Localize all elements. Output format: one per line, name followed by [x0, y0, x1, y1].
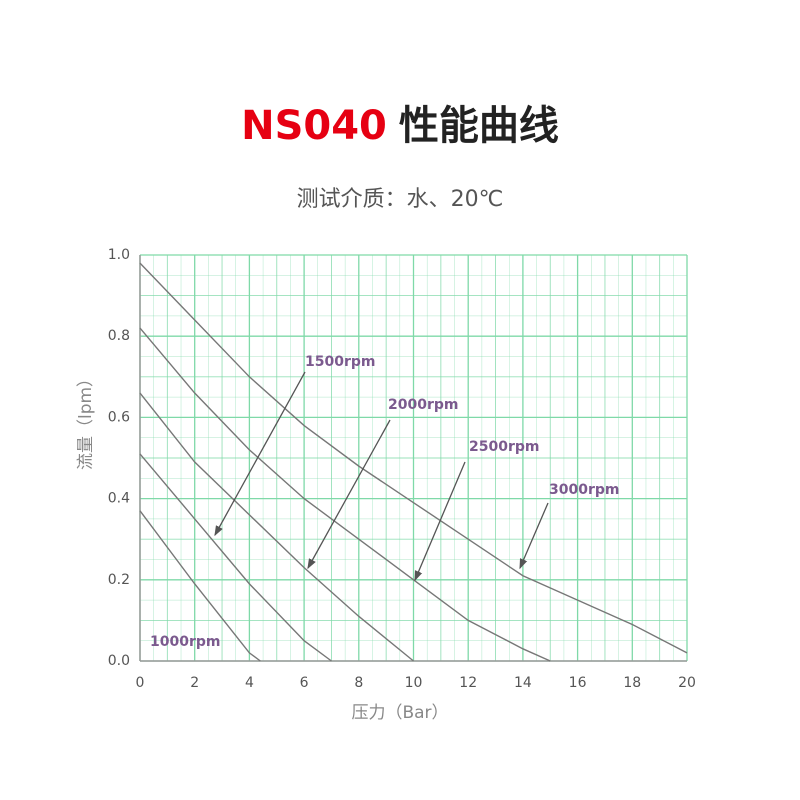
x-tick-label: 12 — [459, 675, 477, 691]
series-label: 3000rpm — [549, 482, 619, 498]
title-text: 性能曲线 — [399, 103, 559, 149]
x-tick-label: 8 — [354, 675, 363, 691]
series-line — [139, 510, 261, 662]
x-tick-label: 10 — [405, 675, 423, 691]
y-tick-label: 0.8 — [108, 328, 130, 344]
label-arrow — [214, 371, 306, 537]
series-label: 1000rpm — [150, 634, 220, 650]
label-arrow — [519, 502, 549, 570]
chart-title: NS040 性能曲线 — [241, 103, 559, 149]
x-tick-label: 0 — [136, 675, 145, 691]
series-line — [139, 327, 551, 662]
series-label: 1500rpm — [305, 354, 375, 370]
x-tick-label: 18 — [623, 675, 641, 691]
x-tick-label: 16 — [569, 675, 587, 691]
y-tick-label: 0.4 — [108, 491, 130, 507]
title-model: NS040 — [241, 103, 387, 149]
x-tick-label: 20 — [678, 675, 696, 691]
series-label: 2000rpm — [388, 397, 458, 413]
series-line — [139, 262, 688, 654]
series-label: 2500rpm — [469, 439, 539, 455]
x-axis-label: 压力（Bar） — [351, 703, 448, 723]
series-line — [139, 392, 414, 662]
y-tick-label: 1.0 — [108, 247, 130, 263]
y-tick-label: 0.6 — [108, 409, 130, 425]
y-tick-label: 0.0 — [108, 653, 130, 669]
x-tick-label: 6 — [300, 675, 309, 691]
label-arrow — [307, 419, 391, 570]
x-tick-label: 14 — [514, 675, 532, 691]
x-tick-label: 4 — [245, 675, 254, 691]
label-arrow — [414, 461, 466, 582]
series-line — [139, 453, 332, 662]
subtitle: 测试介质：水、20℃ — [297, 187, 504, 212]
x-tick-label: 2 — [190, 675, 199, 691]
y-axis-label: 流量（lpm） — [76, 370, 96, 470]
y-tick-label: 0.2 — [108, 572, 130, 588]
